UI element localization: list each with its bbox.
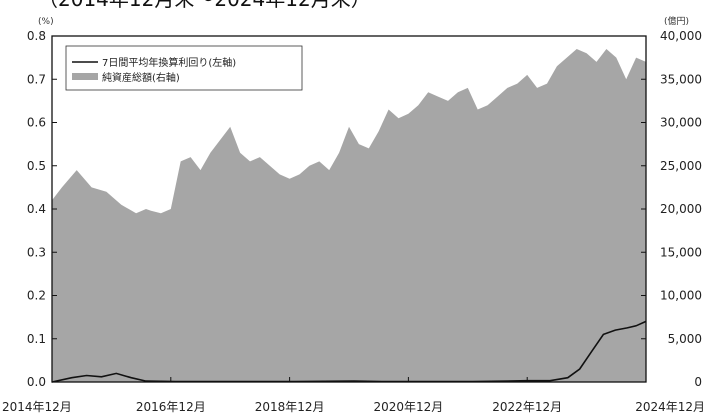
legend-box [65, 45, 303, 91]
y-left-tick-label: 0.5 [27, 159, 46, 173]
y-left-tick-label: 0.0 [27, 375, 46, 389]
y-right-unit: (億円) [664, 15, 689, 27]
legend-item-yield: 7日間平均年換算利回り(左軸) [102, 56, 236, 69]
y-right-tick-label: 40,000 [660, 29, 702, 43]
legend: 7日間平均年換算利回り(左軸) 純資産総額(右軸) [65, 45, 303, 91]
y-left-unit: (%) [38, 17, 54, 27]
y-right-tick-label: 5,000 [668, 332, 702, 346]
header-fragment-text: （2014年12月末～2024年12月末） [38, 0, 371, 11]
x-tick-label: 2022年12月 [492, 400, 562, 414]
y-right-tick-label: 25,000 [660, 159, 702, 173]
y-left-tick-label: 0.6 [27, 116, 46, 130]
y-left-tick-label: 0.3 [27, 245, 46, 259]
aum-area [52, 49, 646, 382]
y-left-tick-label: 0.8 [27, 29, 46, 43]
y-right-ticks: 0 5,000 10,000 15,000 20,000 25,000 30,000 35,0… [641, 29, 702, 389]
y-left-tick-label: 0.2 [27, 289, 46, 303]
legend-area-swatch [72, 73, 98, 80]
y-right-tick-label: 15,000 [660, 245, 702, 259]
y-left-tick-label: 0.1 [27, 332, 46, 346]
header-fragment: （2014年12月末～2024年12月末） [38, 0, 371, 11]
x-tick-label: 2014年12月 [2, 400, 72, 414]
y-right-tick-label: 30,000 [660, 116, 702, 130]
y-right-tick-label: 35,000 [660, 72, 702, 86]
y-left-ticks: 0.0 0.1 0.2 0.3 0.4 0.5 0.6 0.7 0.8 [27, 29, 57, 389]
y-left-tick-label: 0.7 [27, 72, 46, 86]
y-right-tick-label: 10,000 [660, 289, 702, 303]
x-tick-label: 2018年12月 [255, 400, 325, 414]
x-tick-label: 2024年12月 [635, 400, 705, 414]
y-left-tick-label: 0.4 [27, 202, 46, 216]
y-right-tick-label: 20,000 [660, 202, 702, 216]
x-tick-label: 2020年12月 [373, 400, 443, 414]
area-layer [52, 49, 646, 382]
legend-item-aum: 純資産総額(右軸) [102, 71, 180, 84]
y-right-tick-label: 0 [694, 375, 702, 389]
x-tick-label: 2016年12月 [136, 400, 206, 414]
x-ticks: 2014年12月 2016年12月 2018年12月 2020年12月 2022年12月… [2, 377, 705, 414]
